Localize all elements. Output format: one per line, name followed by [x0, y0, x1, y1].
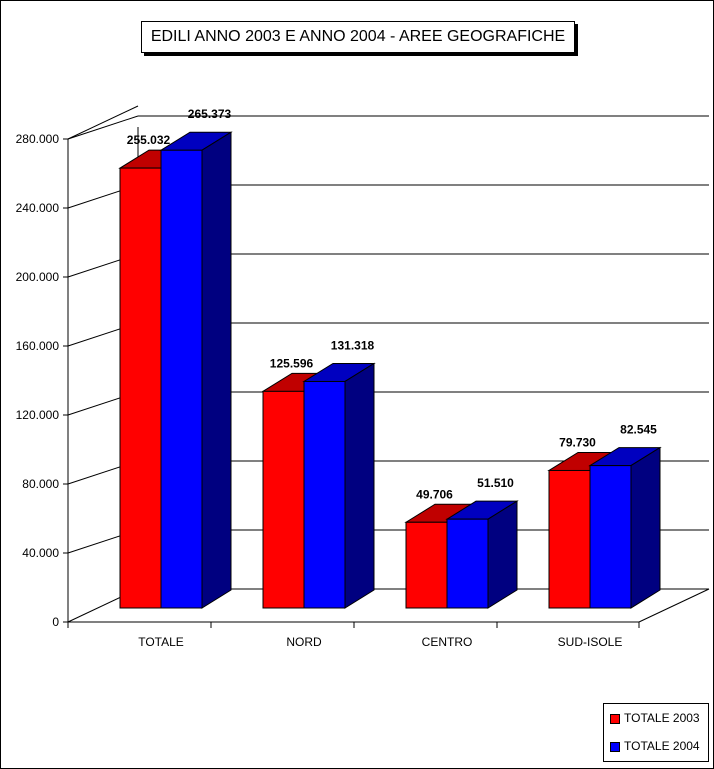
data-label: 131.318	[331, 338, 375, 352]
legend-item-2003: TOTALE 2003	[610, 711, 700, 725]
data-label: 49.706	[416, 487, 453, 501]
data-label: 265.373	[188, 107, 232, 121]
legend-swatch-2004	[610, 741, 620, 752]
legend-swatch-2003	[610, 713, 620, 724]
y-tick-label: 240.000	[16, 201, 60, 215]
x-tick-label: CENTRO	[422, 635, 473, 649]
bar-2004	[588, 446, 662, 609]
bar-front-face	[548, 469, 591, 609]
bar-front-face	[446, 518, 489, 609]
bar-2004	[159, 131, 233, 609]
y-tick-label: 280.000	[16, 132, 60, 146]
y-tick-label: 40.000	[22, 546, 59, 560]
legend-label-2004: TOTALE 2004	[624, 739, 700, 753]
bar-side-face	[487, 500, 518, 609]
y-tick-label: 200.000	[16, 270, 60, 284]
bars	[118, 131, 662, 609]
data-label: 51.510	[477, 476, 514, 490]
data-label: 125.596	[270, 356, 314, 370]
bar-front-face	[405, 521, 448, 609]
bar-front-face	[303, 380, 346, 609]
bar-front-face	[589, 465, 632, 609]
bar-front-face	[119, 167, 162, 609]
y-tick-label: 80.000	[22, 477, 59, 491]
bar-2003	[547, 451, 621, 609]
x-tick-label: TOTALE	[138, 635, 184, 649]
data-labels: 255.032 265.373 125.596 131.318 49.706 51.510…	[127, 107, 657, 501]
y-tick-label: 120.000	[16, 408, 60, 422]
bar-side-face	[344, 362, 375, 609]
bar-side-face	[630, 446, 661, 609]
x-tick-label: SUD-ISOLE	[558, 635, 623, 649]
y-tick-label: 160.000	[16, 339, 60, 353]
legend-label-2003: TOTALE 2003	[624, 711, 700, 725]
gridline-diagonal	[67, 115, 139, 140]
legend: TOTALE 2003 TOTALE 2004	[603, 703, 709, 762]
x-tick-label: NORD	[286, 635, 322, 649]
data-label: 255.032	[127, 133, 171, 147]
legend-item-2004: TOTALE 2004	[610, 739, 700, 753]
chart-title: EDILI ANNO 2003 E ANNO 2004 - AREE GEOGR…	[141, 21, 575, 53]
bar-2004	[302, 362, 376, 609]
bar-side-face	[201, 131, 232, 609]
axes: 0 40.000 80.000 120.000 160.000 200.000 240.00…	[16, 132, 640, 649]
side-wall-top-edge	[67, 105, 139, 140]
bar-front-face	[262, 390, 305, 609]
y-tick-label: 0	[52, 615, 59, 629]
floor-right-edge	[638, 588, 710, 623]
bar-front-face	[160, 149, 203, 609]
data-label: 79.730	[559, 435, 596, 449]
data-label: 82.545	[620, 423, 657, 437]
bar-2004	[445, 500, 519, 609]
